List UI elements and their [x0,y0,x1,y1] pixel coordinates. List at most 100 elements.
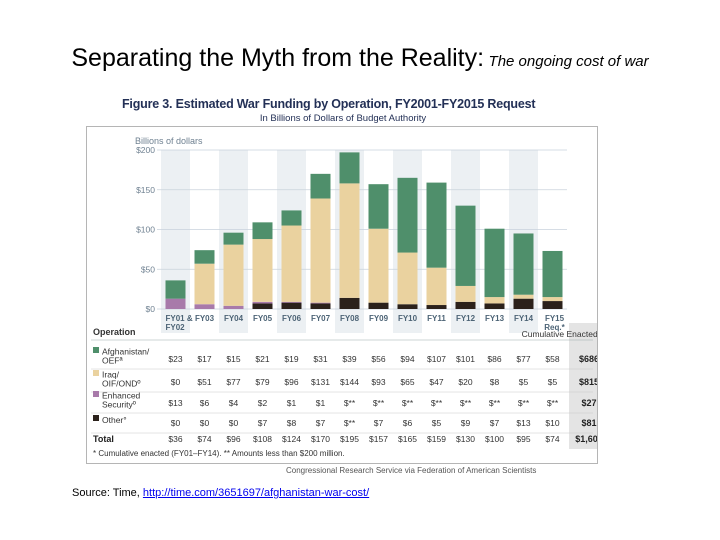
legend-label-afghanistan: OEFª [102,356,123,366]
total-value: $74 [545,434,559,444]
bar-afghanistan [194,250,215,264]
value-label-other: $7 [316,418,326,428]
value-label-afghanistan: $101 [456,354,475,364]
value-label-afghanistan: $19 [284,354,298,364]
bar-other [542,301,563,309]
y-tick-label: $200 [136,145,155,155]
bar-enhanced [281,301,302,303]
bar-other [455,301,476,309]
x-tick-label: Req.* [544,323,565,332]
x-tick-label: FY11 [427,314,446,323]
x-tick-label: FY13 [485,314,505,323]
total-value: $96 [226,434,240,444]
bar-afghanistan [310,173,331,199]
x-tick-label: FY09 [369,314,389,323]
value-label-afghanistan: $107 [427,354,446,364]
x-tick-label: FY15 [545,314,565,323]
value-label-afghanistan: $31 [313,354,327,364]
legend-label-enhanced: Securityº [102,400,136,410]
total-value: $74 [197,434,211,444]
legend-swatch-afghanistan [93,347,99,353]
value-label-afghanistan: $77 [516,354,530,364]
bar-afghanistan [455,205,476,286]
value-label-iraq: $0 [171,377,181,387]
value-label-afghanistan: $39 [342,354,356,364]
chart-panel: Billions of dollars $0 $50 $100 $150 $200 FY01… [86,126,598,464]
cumulative-band [569,323,597,449]
value-label-enhanced: $** [460,398,472,408]
bar-enhanced [223,305,244,309]
x-tick-label: FY05 [253,314,273,323]
value-label-other: $0 [171,418,181,428]
value-label-enhanced: $** [344,398,356,408]
value-label-enhanced: $** [547,398,559,408]
x-tick-label: FY04 [224,314,244,323]
value-label-other: $0 [200,418,210,428]
value-label-other: $** [344,418,356,428]
bar-iraq [252,239,273,302]
value-label-iraq: $93 [371,377,385,387]
value-label-iraq: $20 [458,377,472,387]
value-label-enhanced: $** [373,398,385,408]
bar-other [426,305,447,309]
x-tick-label: FY14 [514,314,534,323]
figure-header: Figure 3. Estimated War Funding by Opera… [122,97,564,126]
figure-title: Figure 3. Estimated War Funding by Opera… [122,97,536,111]
total-cumulative: $1,609 [575,434,597,444]
legend-label-iraq: OIF/ONDº [102,379,141,389]
value-label-enhanced: $** [518,398,530,408]
source-link[interactable]: http://time.com/3651697/afghanistan-war-… [142,487,370,499]
total-value: $130 [456,434,475,444]
total-value: $170 [311,434,330,444]
bar-iraq [484,297,505,304]
bar-afghanistan [223,232,244,245]
bar-enhanced [165,298,186,309]
total-value: $157 [369,434,388,444]
value-label-iraq: $77 [226,377,240,387]
value-label-iraq: $5 [548,377,558,387]
value-label-enhanced: $13 [168,398,182,408]
bar-afghanistan [281,210,302,226]
bar-iraq [513,294,534,299]
bar-iraq [194,263,215,305]
bar-other [281,302,302,309]
table-header-cumulative: Cumulative Enacted* [522,329,597,339]
value-label-other: $7 [374,418,384,428]
value-label-enhanced: $** [489,398,501,408]
y-tick-label: $150 [136,185,155,195]
value-label-afghanistan: $56 [371,354,385,364]
legend-swatch-iraq [93,370,99,376]
value-label-enhanced: $6 [200,398,210,408]
cumulative-label-afghanistan: $686 [579,354,597,364]
x-tick-label: FY03 [195,314,215,323]
x-tick-label: FY08 [340,314,360,323]
value-label-iraq: $65 [400,377,414,387]
value-label-iraq: $5 [519,377,529,387]
bar-iraq [223,244,244,306]
table-header-operation: Operation [93,327,136,337]
source-line: Source: Time, http://time.com/3651697/af… [72,487,369,499]
bar-other [252,303,273,309]
total-value: $165 [398,434,417,444]
y-axis-label: Billions of dollars [135,136,203,146]
value-label-enhanced: $** [402,398,414,408]
bar-afghanistan [368,184,389,229]
bar-iraq [542,297,563,302]
value-label-other: $10 [545,418,559,428]
legend-label-iraq: Iraq/ [102,370,120,380]
value-label-enhanced: $1 [287,398,297,408]
bar-iraq [339,183,360,298]
cumulative-label-other: $81 [581,418,596,428]
value-label-iraq: $51 [197,377,211,387]
bar-iraq [368,228,389,303]
bar-other [513,298,534,309]
bar-enhanced [310,302,331,304]
total-value: $195 [340,434,359,444]
value-label-iraq: $79 [255,377,269,387]
cumulative-label-iraq: $815 [579,377,597,387]
value-label-other: $5 [432,418,442,428]
bar-iraq [397,252,418,305]
bar-afghanistan [513,233,534,295]
cumulative-label-enhanced: $27 [581,398,596,408]
x-tick-label: FY12 [456,314,476,323]
